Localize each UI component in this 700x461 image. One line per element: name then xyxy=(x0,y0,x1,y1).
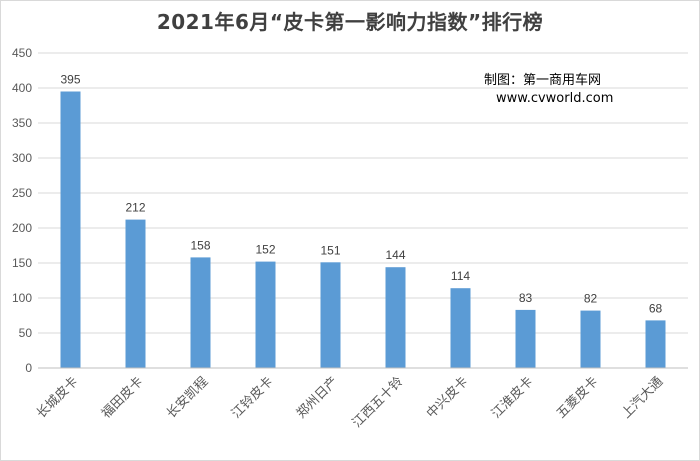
bar xyxy=(515,309,536,368)
y-tick-label: 450 xyxy=(12,46,32,60)
x-category-label: 江铃皮卡 xyxy=(229,374,276,421)
data-label: 82 xyxy=(584,292,598,306)
chart-title: 2021年6月“皮卡第一影响力指数”排行榜 xyxy=(156,10,544,34)
data-label: 151 xyxy=(320,243,340,257)
bar xyxy=(645,320,666,368)
data-label: 114 xyxy=(451,269,470,283)
y-tick-label: 350 xyxy=(12,116,32,130)
bar xyxy=(385,267,406,368)
y-tick-label: 250 xyxy=(12,186,32,200)
bar xyxy=(320,262,341,368)
bar xyxy=(190,257,211,368)
y-tick-label: 400 xyxy=(12,81,32,95)
credit-note: 制图：第一商用车网 www.cvworld.com xyxy=(484,72,613,108)
y-tick-label: 0 xyxy=(25,361,32,375)
x-category-label: 郑州日产 xyxy=(294,374,341,421)
x-category-label: 长安凯程 xyxy=(164,374,211,421)
data-label: 83 xyxy=(519,291,533,305)
data-label: 144 xyxy=(385,248,405,262)
bar xyxy=(125,219,146,368)
x-category-label: 五菱皮卡 xyxy=(554,374,601,421)
data-label: 158 xyxy=(190,238,210,252)
credit-line-1: 制图：第一商用车网 xyxy=(484,73,602,88)
bar xyxy=(60,91,81,368)
y-tick-label: 300 xyxy=(12,151,32,165)
bar xyxy=(450,288,471,368)
data-label: 212 xyxy=(125,201,145,215)
y-tick-label: 100 xyxy=(12,291,32,305)
x-category-label: 江西五十铃 xyxy=(350,374,407,431)
y-tick-label: 50 xyxy=(19,326,33,340)
data-label: 395 xyxy=(60,73,80,87)
y-tick-label: 150 xyxy=(12,256,32,270)
data-label: 152 xyxy=(255,243,275,257)
bar xyxy=(580,310,601,368)
bar xyxy=(255,261,276,368)
x-category-label: 福田皮卡 xyxy=(99,374,146,421)
x-category-label: 江淮皮卡 xyxy=(489,374,536,421)
y-tick-label: 200 xyxy=(12,221,32,235)
x-category-label: 中兴皮卡 xyxy=(424,374,471,421)
x-category-label: 上汽大通 xyxy=(619,374,666,421)
credit-line-2: www.cvworld.com xyxy=(496,91,614,106)
data-label: 68 xyxy=(649,301,663,315)
x-category-label: 长城皮卡 xyxy=(34,374,81,421)
